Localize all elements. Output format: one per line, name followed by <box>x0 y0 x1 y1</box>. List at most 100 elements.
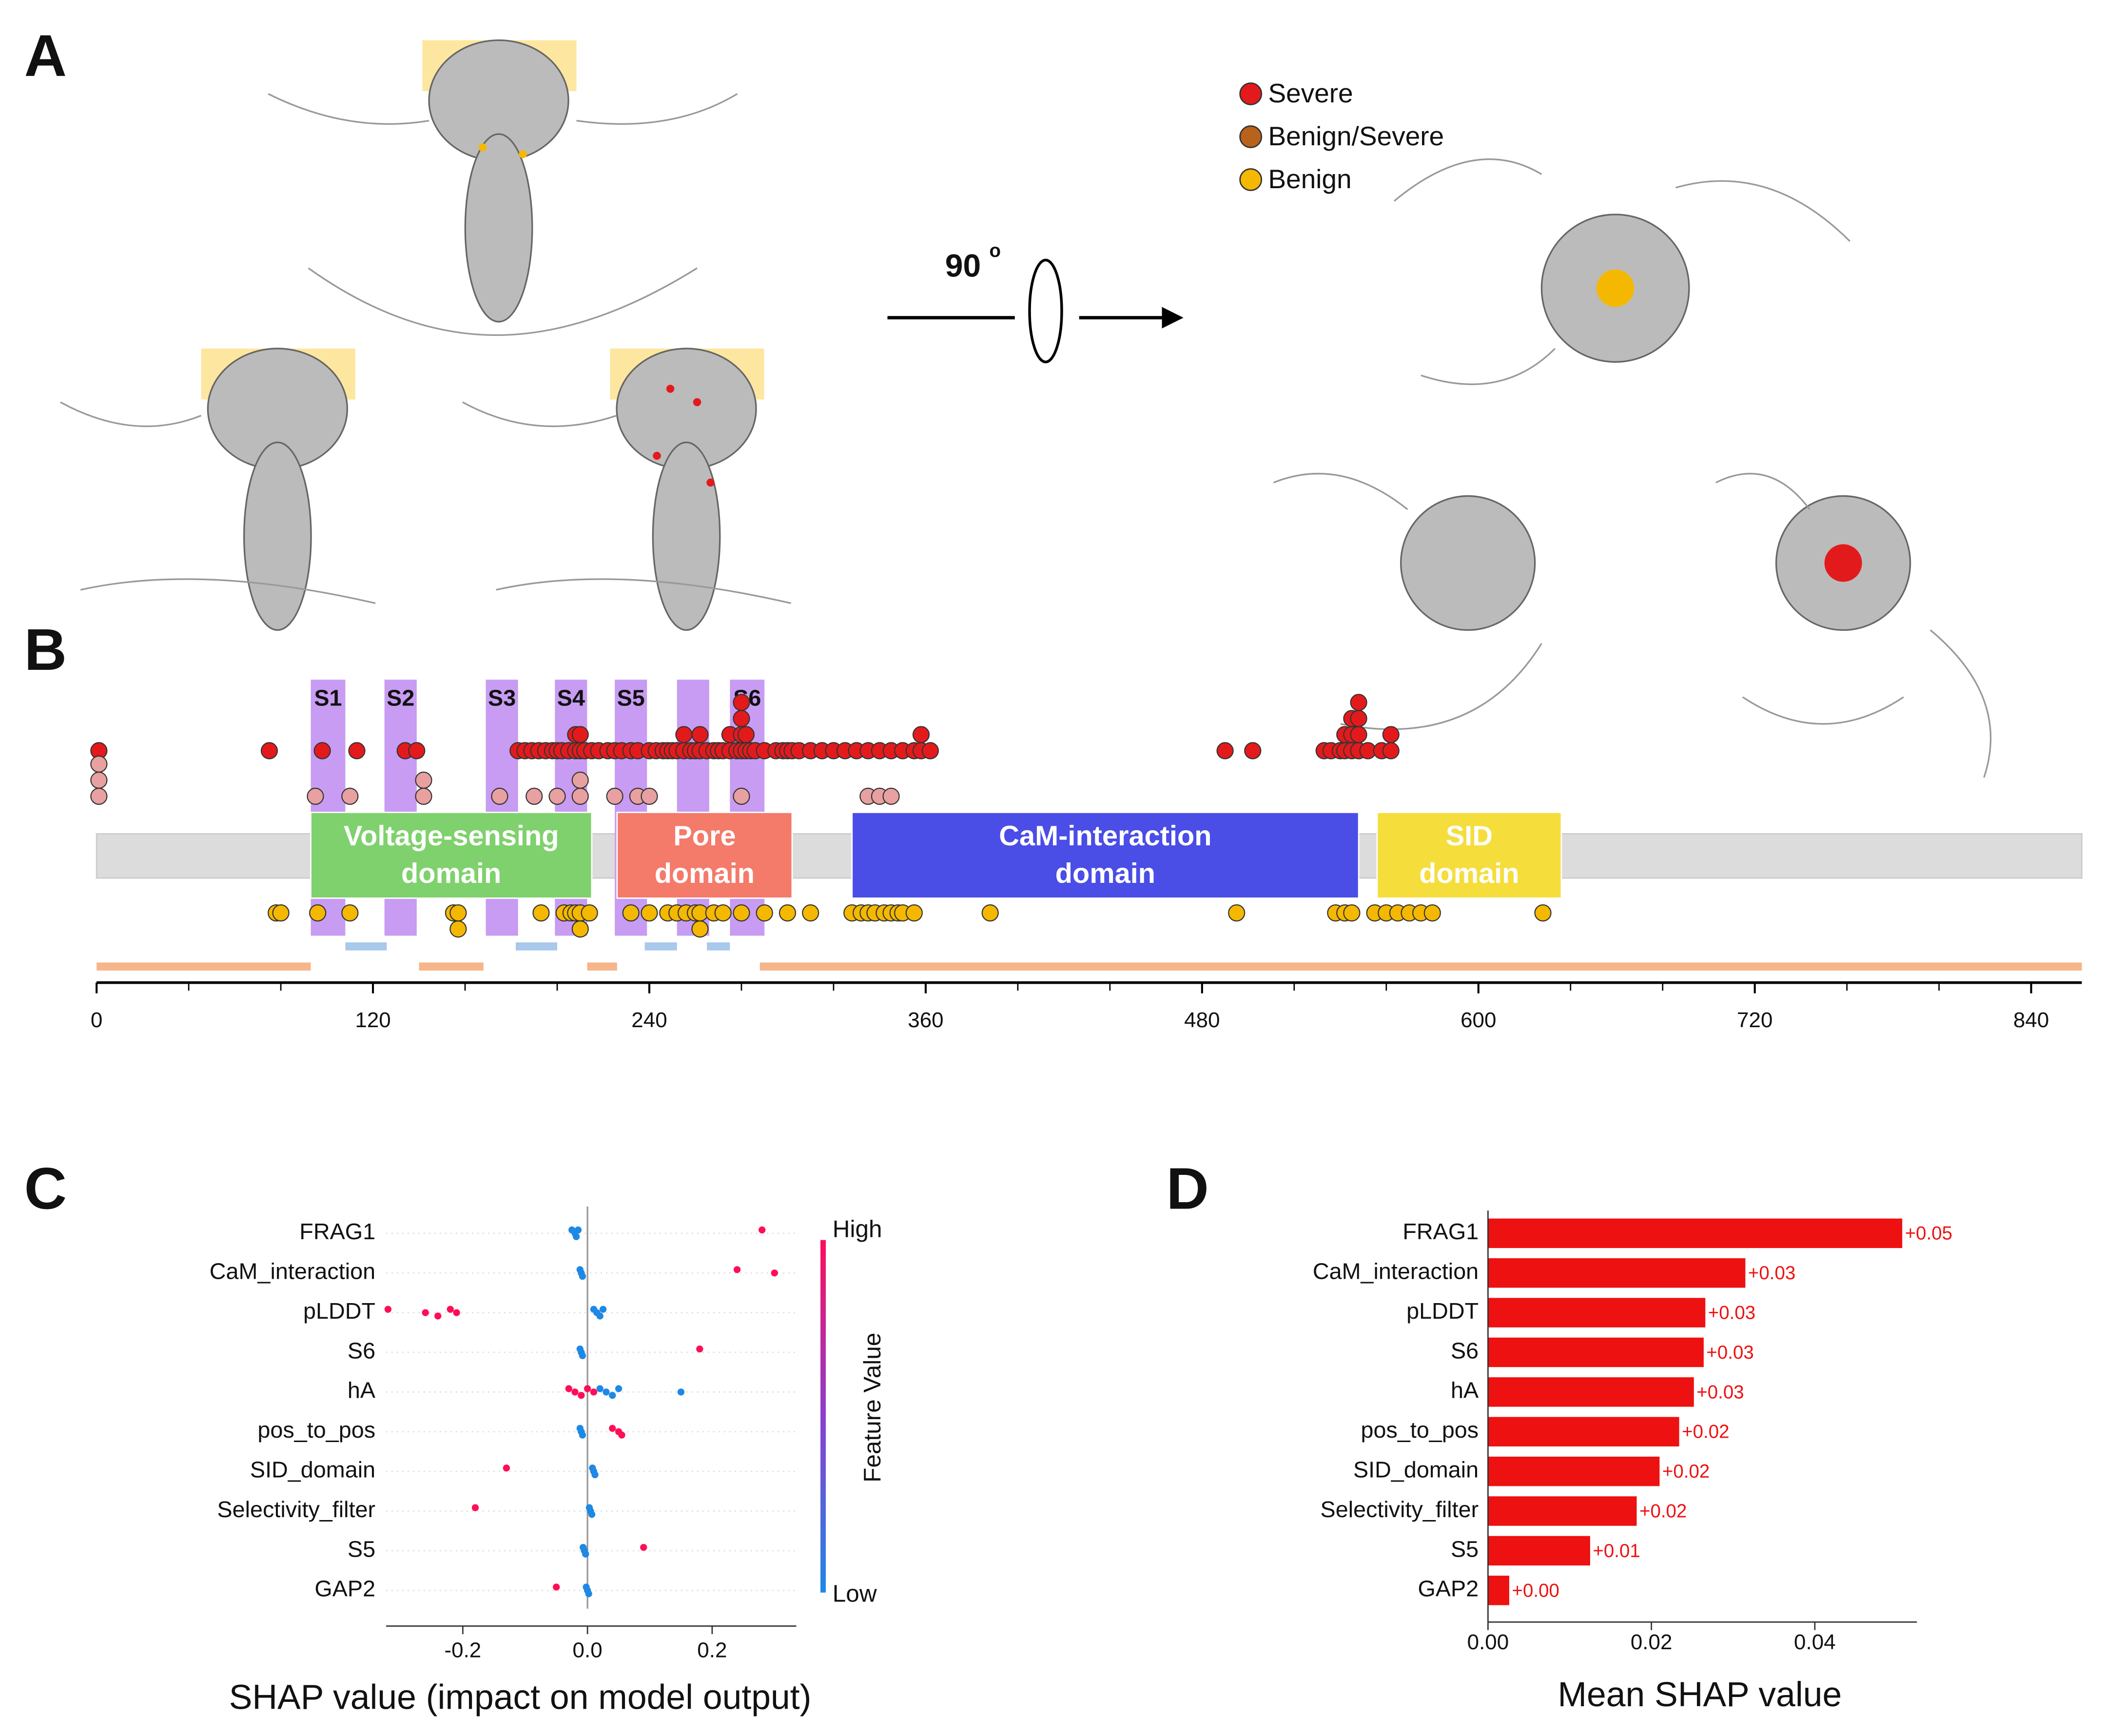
panel-label: D <box>1166 1155 1208 1221</box>
variant-dot <box>1244 742 1262 760</box>
domain <box>851 812 1360 899</box>
variant-dot <box>415 771 432 789</box>
x-tick-label: -0.2 <box>444 1638 481 1662</box>
category-label: pos_to_pos <box>1361 1417 1479 1443</box>
value-label: +0.02 <box>1682 1422 1729 1443</box>
shap-dot <box>733 1266 741 1273</box>
value-label: +0.03 <box>1708 1303 1755 1324</box>
variant-dot <box>571 726 589 743</box>
track-range <box>759 962 2082 971</box>
shap-dot <box>579 1272 586 1280</box>
domain <box>1376 812 1562 899</box>
structures <box>60 39 1992 778</box>
domain-label: domain <box>655 858 755 889</box>
variant-dot <box>606 787 623 805</box>
legend-swatch <box>1239 168 1263 191</box>
bar <box>1488 1218 1903 1248</box>
category-label: SID_domain <box>1353 1457 1479 1482</box>
bar <box>1488 1298 1706 1327</box>
value-label: +0.03 <box>1748 1263 1795 1284</box>
colorbar-low: Low <box>833 1580 877 1607</box>
feature-label: CaM_interaction <box>210 1259 375 1284</box>
variant-dot <box>581 904 598 922</box>
domain <box>616 812 793 899</box>
variant-dot <box>341 787 359 805</box>
legend-label: Benign/Severe <box>1268 121 1444 151</box>
shap-dot <box>591 1471 599 1479</box>
x-tick-label: 480 <box>1184 1008 1220 1032</box>
shap-dot <box>434 1312 442 1320</box>
bar <box>1488 1536 1590 1566</box>
feature-label: GAP2 <box>314 1576 375 1601</box>
variant-dot <box>733 787 750 805</box>
variant-dot <box>733 904 750 922</box>
track-range <box>419 962 484 971</box>
category-label: S5 <box>1451 1536 1479 1561</box>
bar <box>1488 1377 1694 1407</box>
variant-dot <box>733 710 750 727</box>
variant-dot <box>571 787 589 805</box>
domain-label: SID <box>1446 820 1493 852</box>
variant-dot <box>532 904 550 922</box>
variant-dot <box>1350 710 1367 727</box>
x-tick-label: 120 <box>355 1008 390 1032</box>
shap-dot <box>384 1306 392 1313</box>
category-label: FRAG1 <box>1402 1219 1479 1244</box>
x-tick-label: 360 <box>908 1008 943 1032</box>
value-label: +0.03 <box>1696 1382 1744 1403</box>
shap-dot <box>603 1388 610 1396</box>
variant-dot <box>1228 904 1246 922</box>
bar <box>1488 1576 1510 1605</box>
variant-dot <box>1382 742 1400 760</box>
variant-dot <box>415 787 432 805</box>
variant-dot <box>691 726 709 743</box>
domain <box>310 812 593 899</box>
shap-dot <box>588 1511 596 1518</box>
variant-dot <box>571 771 589 789</box>
variant-dot <box>526 787 543 805</box>
bar <box>1488 1258 1746 1288</box>
legend-swatch <box>1239 125 1263 148</box>
x-axis-label: SHAP value (impact on model output) <box>229 1678 812 1717</box>
variant-dot <box>1350 694 1367 711</box>
category-label: hA <box>1451 1378 1479 1403</box>
track-range <box>515 942 558 951</box>
legend-label: Severe <box>1268 78 1353 108</box>
x-tick-label: 0.0 <box>573 1638 603 1662</box>
variant-dot <box>921 742 939 760</box>
category-label: pLDDT <box>1406 1298 1479 1324</box>
variant-dot <box>779 904 797 922</box>
bar <box>1488 1456 1660 1486</box>
shap-dot <box>696 1345 703 1353</box>
colorbar-high: High <box>833 1215 882 1242</box>
shap-dot <box>771 1269 778 1277</box>
domain-label: domain <box>401 858 501 889</box>
feature-label: hA <box>348 1378 376 1403</box>
variant-dot <box>90 755 108 773</box>
x-tick-label: 240 <box>631 1008 667 1032</box>
colorbar-title: Feature Value <box>859 1333 886 1482</box>
feature-label: FRAG1 <box>299 1219 375 1244</box>
variant-dot <box>981 904 999 922</box>
feature-label: S5 <box>348 1536 375 1561</box>
legend-label: Benign <box>1268 164 1351 194</box>
shap-dot <box>609 1392 616 1399</box>
x-tick-label: 600 <box>1460 1008 1496 1032</box>
shap-dot <box>503 1464 510 1472</box>
track-range <box>707 942 730 951</box>
variant-dot <box>449 920 467 938</box>
shap-dot <box>677 1388 685 1396</box>
shap-dot <box>582 1550 589 1558</box>
shap-dot <box>471 1504 479 1511</box>
variant-dot <box>408 742 426 760</box>
variant-dot <box>882 787 900 805</box>
variant-dot <box>348 742 366 760</box>
domain-label: domain <box>1419 858 1519 889</box>
variant-dot <box>272 904 290 922</box>
panel-label: C <box>24 1155 67 1221</box>
colorbar <box>820 1240 826 1593</box>
variant-dot <box>675 726 693 743</box>
shap-dot <box>565 1385 572 1392</box>
feature-label: S6 <box>348 1338 375 1363</box>
